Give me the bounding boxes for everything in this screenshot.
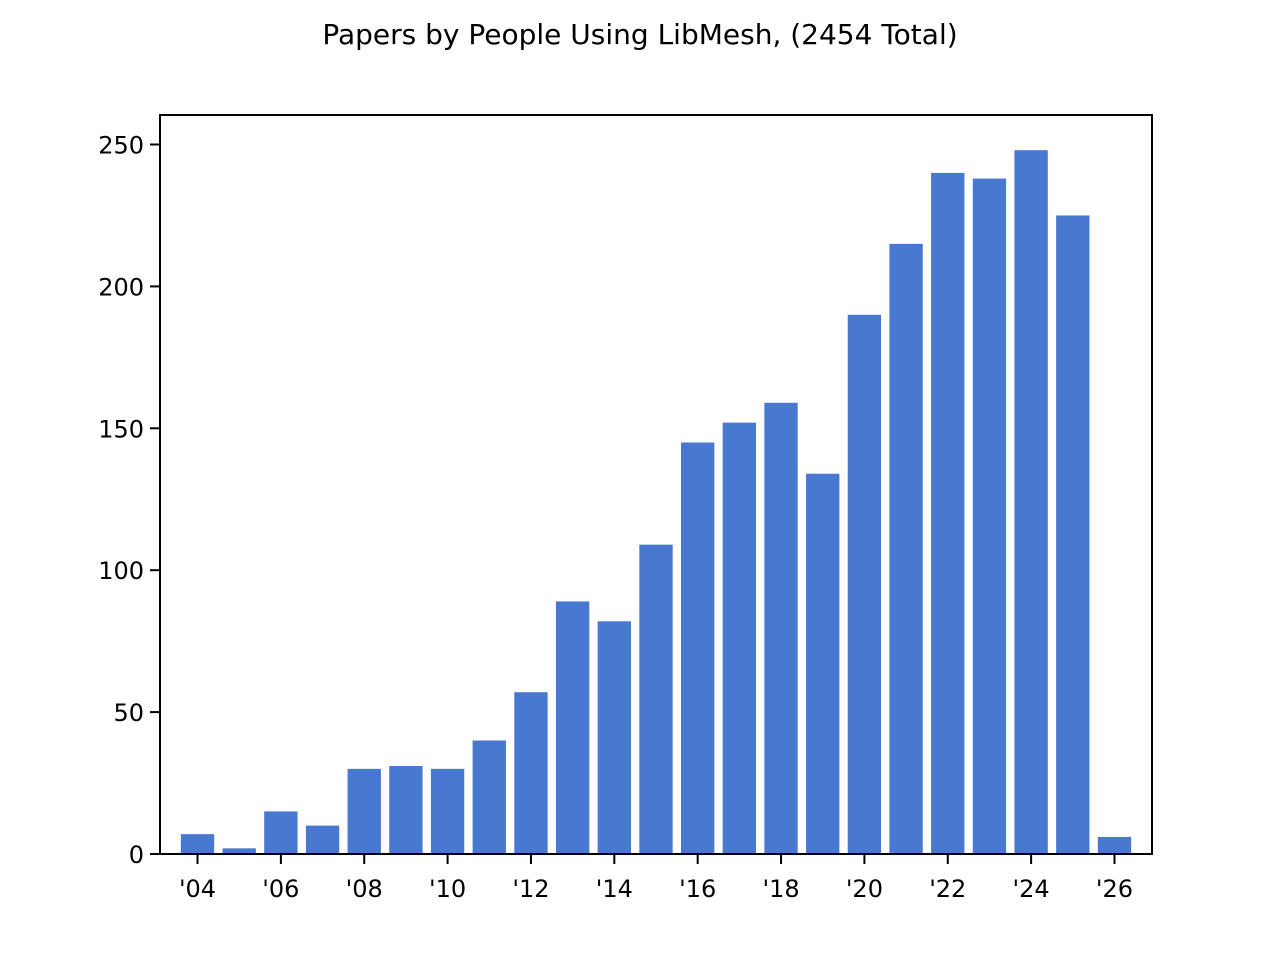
bar-2022	[931, 172, 965, 854]
bar-2019	[806, 473, 840, 854]
bar-2020	[847, 314, 882, 854]
plot-frame	[159, 114, 1153, 855]
bar-2012	[514, 692, 548, 854]
y-axis: 0 50 100 150 200 250	[98, 132, 160, 869]
x-tick-label: '22	[929, 875, 966, 903]
bar-2017	[722, 422, 757, 854]
y-tick-label: 250	[98, 132, 144, 160]
y-tick-label: 100	[98, 557, 144, 585]
bar-2026	[1097, 836, 1132, 854]
bar-2006	[264, 811, 298, 854]
bar-2023	[972, 178, 1007, 854]
bar-group	[180, 150, 1132, 855]
chart-title: Papers by People Using LibMesh, (2454 To…	[322, 18, 957, 51]
y-tick-label: 0	[129, 841, 144, 869]
bar-2014	[597, 621, 631, 854]
bar-2025	[1056, 215, 1090, 854]
bar-2005	[222, 848, 256, 854]
bar-2021	[889, 243, 923, 855]
bar-2011	[472, 740, 506, 854]
x-tick-label: '10	[429, 875, 466, 903]
x-tick-label: '24	[1013, 875, 1050, 903]
bar-2013	[555, 601, 590, 854]
bar-2007	[305, 825, 340, 854]
x-tick-label: '06	[262, 875, 299, 903]
x-tick-label: '14	[596, 875, 633, 903]
y-tick-label: 200	[98, 273, 144, 301]
x-tick-label: '08	[346, 875, 383, 903]
bar-2018	[764, 402, 798, 854]
bar-2008	[347, 768, 381, 854]
x-tick-label: '12	[512, 875, 549, 903]
bar-2016	[681, 442, 715, 854]
x-axis: '04 '06 '08 '10 '12 '14 '16 '18 '20 '22 '24 '26	[179, 854, 1133, 903]
y-tick-label: 150	[98, 415, 144, 443]
bar-2009	[389, 766, 423, 854]
y-tick-label: 50	[113, 699, 144, 727]
x-tick-label: '26	[1096, 875, 1133, 903]
x-tick-label: '04	[179, 875, 216, 903]
x-tick-label: '20	[846, 875, 883, 903]
bar-2010	[430, 768, 465, 854]
bar-2015	[639, 544, 673, 854]
x-tick-label: '16	[679, 875, 716, 903]
x-tick-label: '18	[762, 875, 799, 903]
bar-2024	[1014, 150, 1048, 854]
bar-2004	[180, 834, 215, 854]
